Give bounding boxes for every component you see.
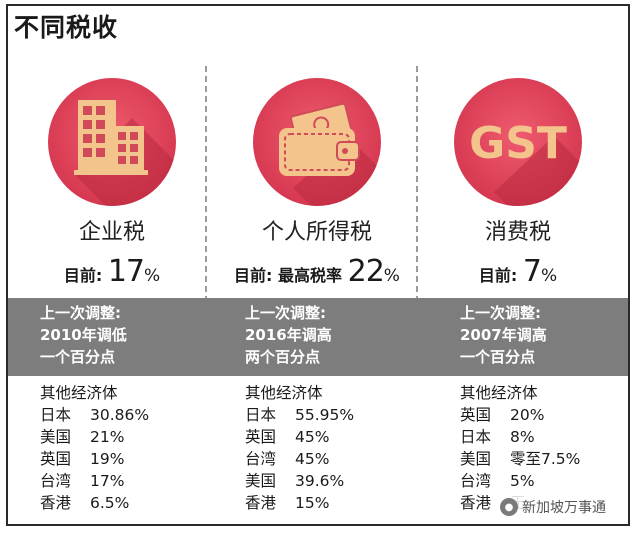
country-name: 香港	[40, 494, 72, 512]
other-economies: 其他经济体 日本 30.86% 美国 21% 英国 19% 台湾 17% 香港 6.5%	[40, 382, 149, 514]
current-rate: 目前: 17%	[12, 254, 212, 289]
list-item: 香港 6.5%	[40, 492, 149, 514]
adjustment-line: 一个百分点	[40, 348, 116, 366]
country-name: 英国	[245, 428, 277, 446]
page-title: 不同税收	[14, 13, 119, 42]
list-item: 英国 20%	[460, 404, 580, 426]
country-name: 美国	[460, 450, 492, 468]
last-adjustment: 上一次调整: 2010年调低 一个百分点	[40, 302, 127, 368]
country-rate: 17%	[90, 472, 125, 490]
list-item: 日本 55.95%	[245, 404, 354, 426]
country-rate: 21%	[90, 428, 125, 446]
column-income-tax: 个人所得税 目前: 最高税率 22% 上一次调整: 2016年调高 两个百分点 …	[217, 0, 417, 533]
country-name: 英国	[40, 450, 72, 468]
column-divider	[205, 66, 207, 302]
list-item: 台湾 5%	[460, 470, 580, 492]
gst-icon: GST	[454, 78, 582, 206]
adjustment-line: 上一次调整:	[245, 304, 326, 322]
country-rate: 15%	[295, 494, 330, 512]
country-rate: 20%	[510, 406, 545, 424]
list-item: 台湾 17%	[40, 470, 149, 492]
rate-unit: %	[144, 266, 161, 286]
rate-value: 17	[107, 254, 145, 289]
country-rate: 55.95%	[295, 406, 355, 424]
column-divider	[416, 66, 418, 302]
rate-value: 22	[347, 254, 385, 289]
category-label: 消费税	[484, 220, 551, 245]
rate-value: 7	[522, 254, 542, 289]
adjustment-line: 上一次调整:	[40, 304, 121, 322]
rate-unit: %	[383, 266, 400, 286]
country-name: 英国	[460, 406, 492, 424]
others-header: 其他经济体	[40, 384, 118, 402]
list-item: 英国 45%	[245, 426, 354, 448]
rate-extra: 最高税率	[278, 266, 343, 285]
category-label: 个人所得税	[261, 220, 372, 245]
wallet-icon	[253, 78, 381, 206]
country-rate: 6.5%	[90, 494, 130, 512]
country-name: 美国	[245, 472, 277, 490]
country-name: 台湾	[40, 472, 72, 490]
country-name: 日本	[460, 428, 492, 446]
country-name: 日本	[40, 406, 72, 424]
rate-unit: %	[540, 266, 558, 286]
list-item: 台湾 45%	[245, 448, 354, 470]
country-name: 台湾	[245, 450, 277, 468]
chat-bubble-icon: ●	[500, 498, 518, 516]
adjustment-line: 2010年调低	[40, 326, 127, 344]
adjustment-band	[8, 298, 628, 376]
country-name: 香港	[460, 494, 492, 512]
adjustment-line: 上一次调整:	[460, 304, 541, 322]
other-economies: 其他经济体 日本 55.95% 英国 45% 台湾 45% 美国 39.6% 香港 15%	[245, 382, 354, 514]
country-name: 台湾	[460, 472, 492, 490]
country-name: 美国	[40, 428, 72, 446]
others-header: 其他经济体	[245, 384, 323, 402]
watermark-text: 新加坡万事通	[522, 500, 606, 516]
country-rate: 19%	[90, 450, 125, 468]
adjustment-line: 两个百分点	[245, 348, 321, 366]
adjustment-line: 2016年调高	[245, 326, 332, 344]
list-item: 英国 19%	[40, 448, 149, 470]
last-adjustment: 上一次调整: 2016年调高 两个百分点	[245, 302, 332, 368]
rate-prefix: 目前:	[234, 266, 273, 285]
list-item: 日本 30.86%	[40, 404, 149, 426]
list-item: 美国 零至7.5%	[460, 448, 580, 470]
country-rate: 45%	[295, 428, 330, 446]
list-item: 美国 21%	[40, 426, 149, 448]
last-adjustment: 上一次调整: 2007年调高 一个百分点	[460, 302, 547, 368]
column-corporate-tax: 企业税 目前: 17% 上一次调整: 2010年调低 一个百分点 其他经济体 日…	[12, 0, 212, 533]
list-item: 日本 8%	[460, 426, 580, 448]
country-rate: 45%	[295, 450, 330, 468]
rate-prefix: 目前:	[478, 266, 518, 285]
watermark: ● 新加坡万事通	[500, 496, 606, 518]
country-rate: 30.86%	[90, 406, 150, 424]
others-header: 其他经济体	[460, 384, 538, 402]
adjustment-line: 2007年调高	[460, 326, 547, 344]
country-rate: 5%	[510, 472, 535, 490]
building-icon	[48, 78, 176, 206]
current-rate: 目前: 最高税率 22%	[217, 254, 417, 289]
column-gst: GST 消费税 目前: 7% 上一次调整: 2007年调高 一个百分点 其他经济…	[424, 0, 624, 533]
adjustment-line: 一个百分点	[460, 348, 536, 366]
country-rate: 39.6%	[295, 472, 345, 490]
list-item: 香港 15%	[245, 492, 354, 514]
country-rate: 零至7.5%	[510, 450, 581, 468]
country-name: 香港	[245, 494, 277, 512]
category-label: 企业税	[78, 220, 145, 245]
country-rate: 8%	[510, 428, 535, 446]
country-name: 日本	[245, 406, 277, 424]
current-rate: 目前: 7%	[418, 254, 618, 289]
rate-prefix: 目前:	[63, 266, 103, 285]
gst-icon-text: GST	[469, 118, 567, 169]
list-item: 美国 39.6%	[245, 470, 354, 492]
